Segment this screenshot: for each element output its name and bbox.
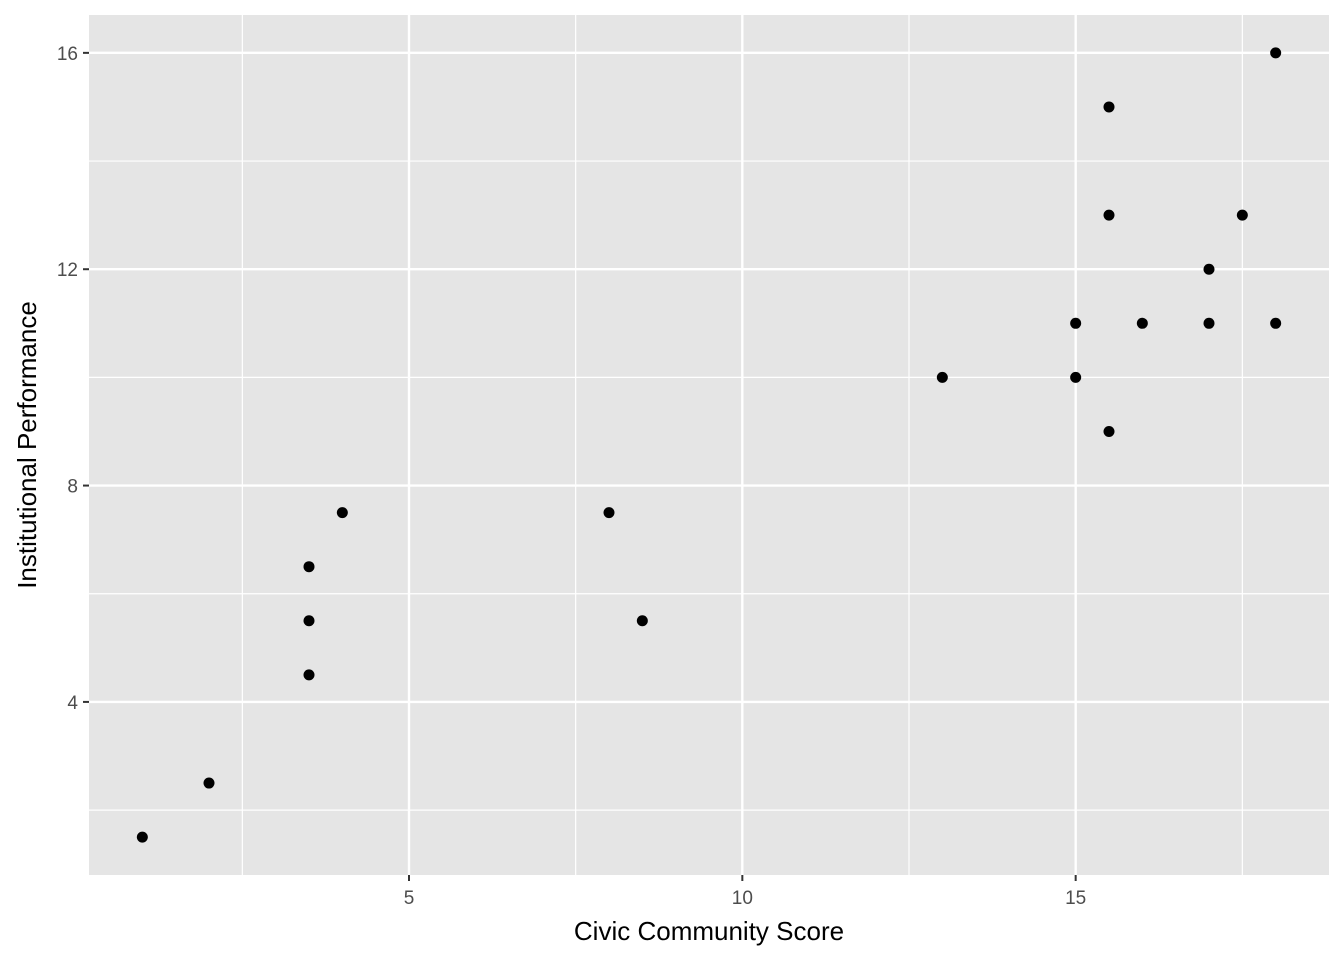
data-point <box>1270 317 1282 329</box>
x-axis: 5 10 15 <box>404 875 1086 909</box>
data-point <box>303 669 315 681</box>
data-point <box>1070 371 1082 383</box>
x-tick-label: 15 <box>1065 888 1086 909</box>
x-axis-title: Civic Community Score <box>574 916 844 946</box>
data-point <box>1103 425 1115 437</box>
y-tick-label: 8 <box>67 477 78 498</box>
y-tick-label: 16 <box>57 44 78 65</box>
data-point <box>1203 263 1215 275</box>
data-point <box>336 507 348 519</box>
data-point <box>1103 209 1115 221</box>
major-grid <box>89 15 1329 875</box>
data-point <box>1103 101 1115 113</box>
plot-panel <box>89 15 1329 875</box>
data-point <box>603 507 615 519</box>
data-point <box>203 777 215 789</box>
data-point <box>303 615 315 627</box>
data-point <box>1070 317 1082 329</box>
y-tick-label: 4 <box>67 693 78 714</box>
y-axis-title: Institutional Performance <box>12 301 42 589</box>
y-axis: 4 8 12 16 <box>57 44 89 714</box>
data-point <box>1270 47 1282 59</box>
data-point <box>936 371 948 383</box>
data-point <box>303 561 315 573</box>
data-point <box>1236 209 1248 221</box>
x-tick-label: 5 <box>404 888 415 909</box>
x-tick-label: 10 <box>732 888 753 909</box>
data-point <box>1136 317 1148 329</box>
data-point <box>636 615 648 627</box>
data-point <box>1203 317 1215 329</box>
data-points <box>136 47 1282 843</box>
minor-grid <box>89 15 1329 875</box>
data-point <box>136 831 148 843</box>
y-tick-label: 12 <box>57 260 78 281</box>
